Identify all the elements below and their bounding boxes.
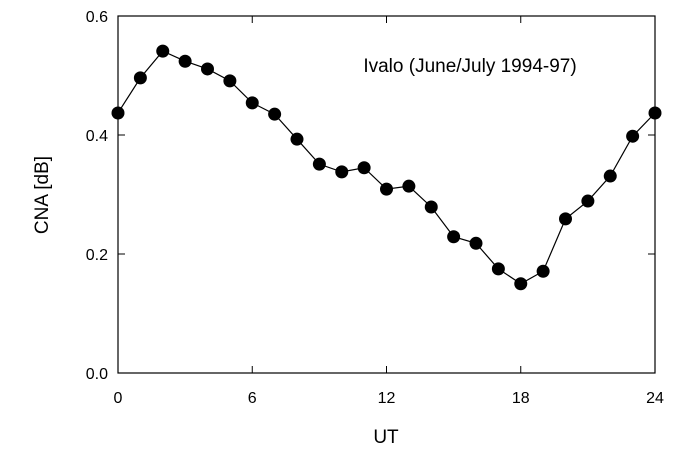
y-tick-label: 0.6	[86, 9, 108, 26]
x-axis-label: UT	[373, 427, 399, 448]
x-tick-label: 18	[512, 390, 530, 407]
series-line	[117, 50, 656, 285]
data-point	[491, 262, 505, 276]
y-tick-label: 0.2	[86, 247, 108, 264]
y-tick-label: 0.4	[86, 128, 108, 145]
data-point	[380, 182, 393, 196]
data-point	[312, 157, 326, 171]
x-tick-label: 0	[114, 390, 123, 407]
data-point	[156, 44, 170, 58]
data-point	[268, 107, 282, 121]
data-point	[335, 165, 349, 179]
data-point	[581, 194, 595, 208]
data-point	[402, 179, 416, 193]
data-point	[223, 74, 237, 88]
data-point	[469, 236, 483, 250]
data-point	[514, 277, 528, 291]
data-point	[245, 96, 259, 110]
data-point	[648, 106, 662, 120]
data-point	[447, 230, 461, 244]
annotation: Ivalo (June/July 1994-97)	[363, 56, 576, 77]
data-point	[357, 161, 371, 175]
data-point	[559, 212, 572, 226]
data-point	[603, 169, 617, 183]
data-point	[536, 264, 550, 278]
data-point	[111, 106, 125, 120]
data-point	[201, 62, 214, 76]
data-point	[133, 71, 147, 85]
y-tick-label: 0.0	[86, 366, 108, 383]
data-point	[178, 54, 192, 68]
x-tick-label: 24	[646, 390, 664, 407]
data-point	[424, 200, 438, 214]
y-axis-label: CNA [dB]	[32, 156, 53, 234]
x-tick-label: 6	[248, 390, 257, 407]
data-point	[626, 129, 640, 143]
data-point	[290, 132, 304, 146]
x-tick-label: 12	[378, 390, 396, 407]
